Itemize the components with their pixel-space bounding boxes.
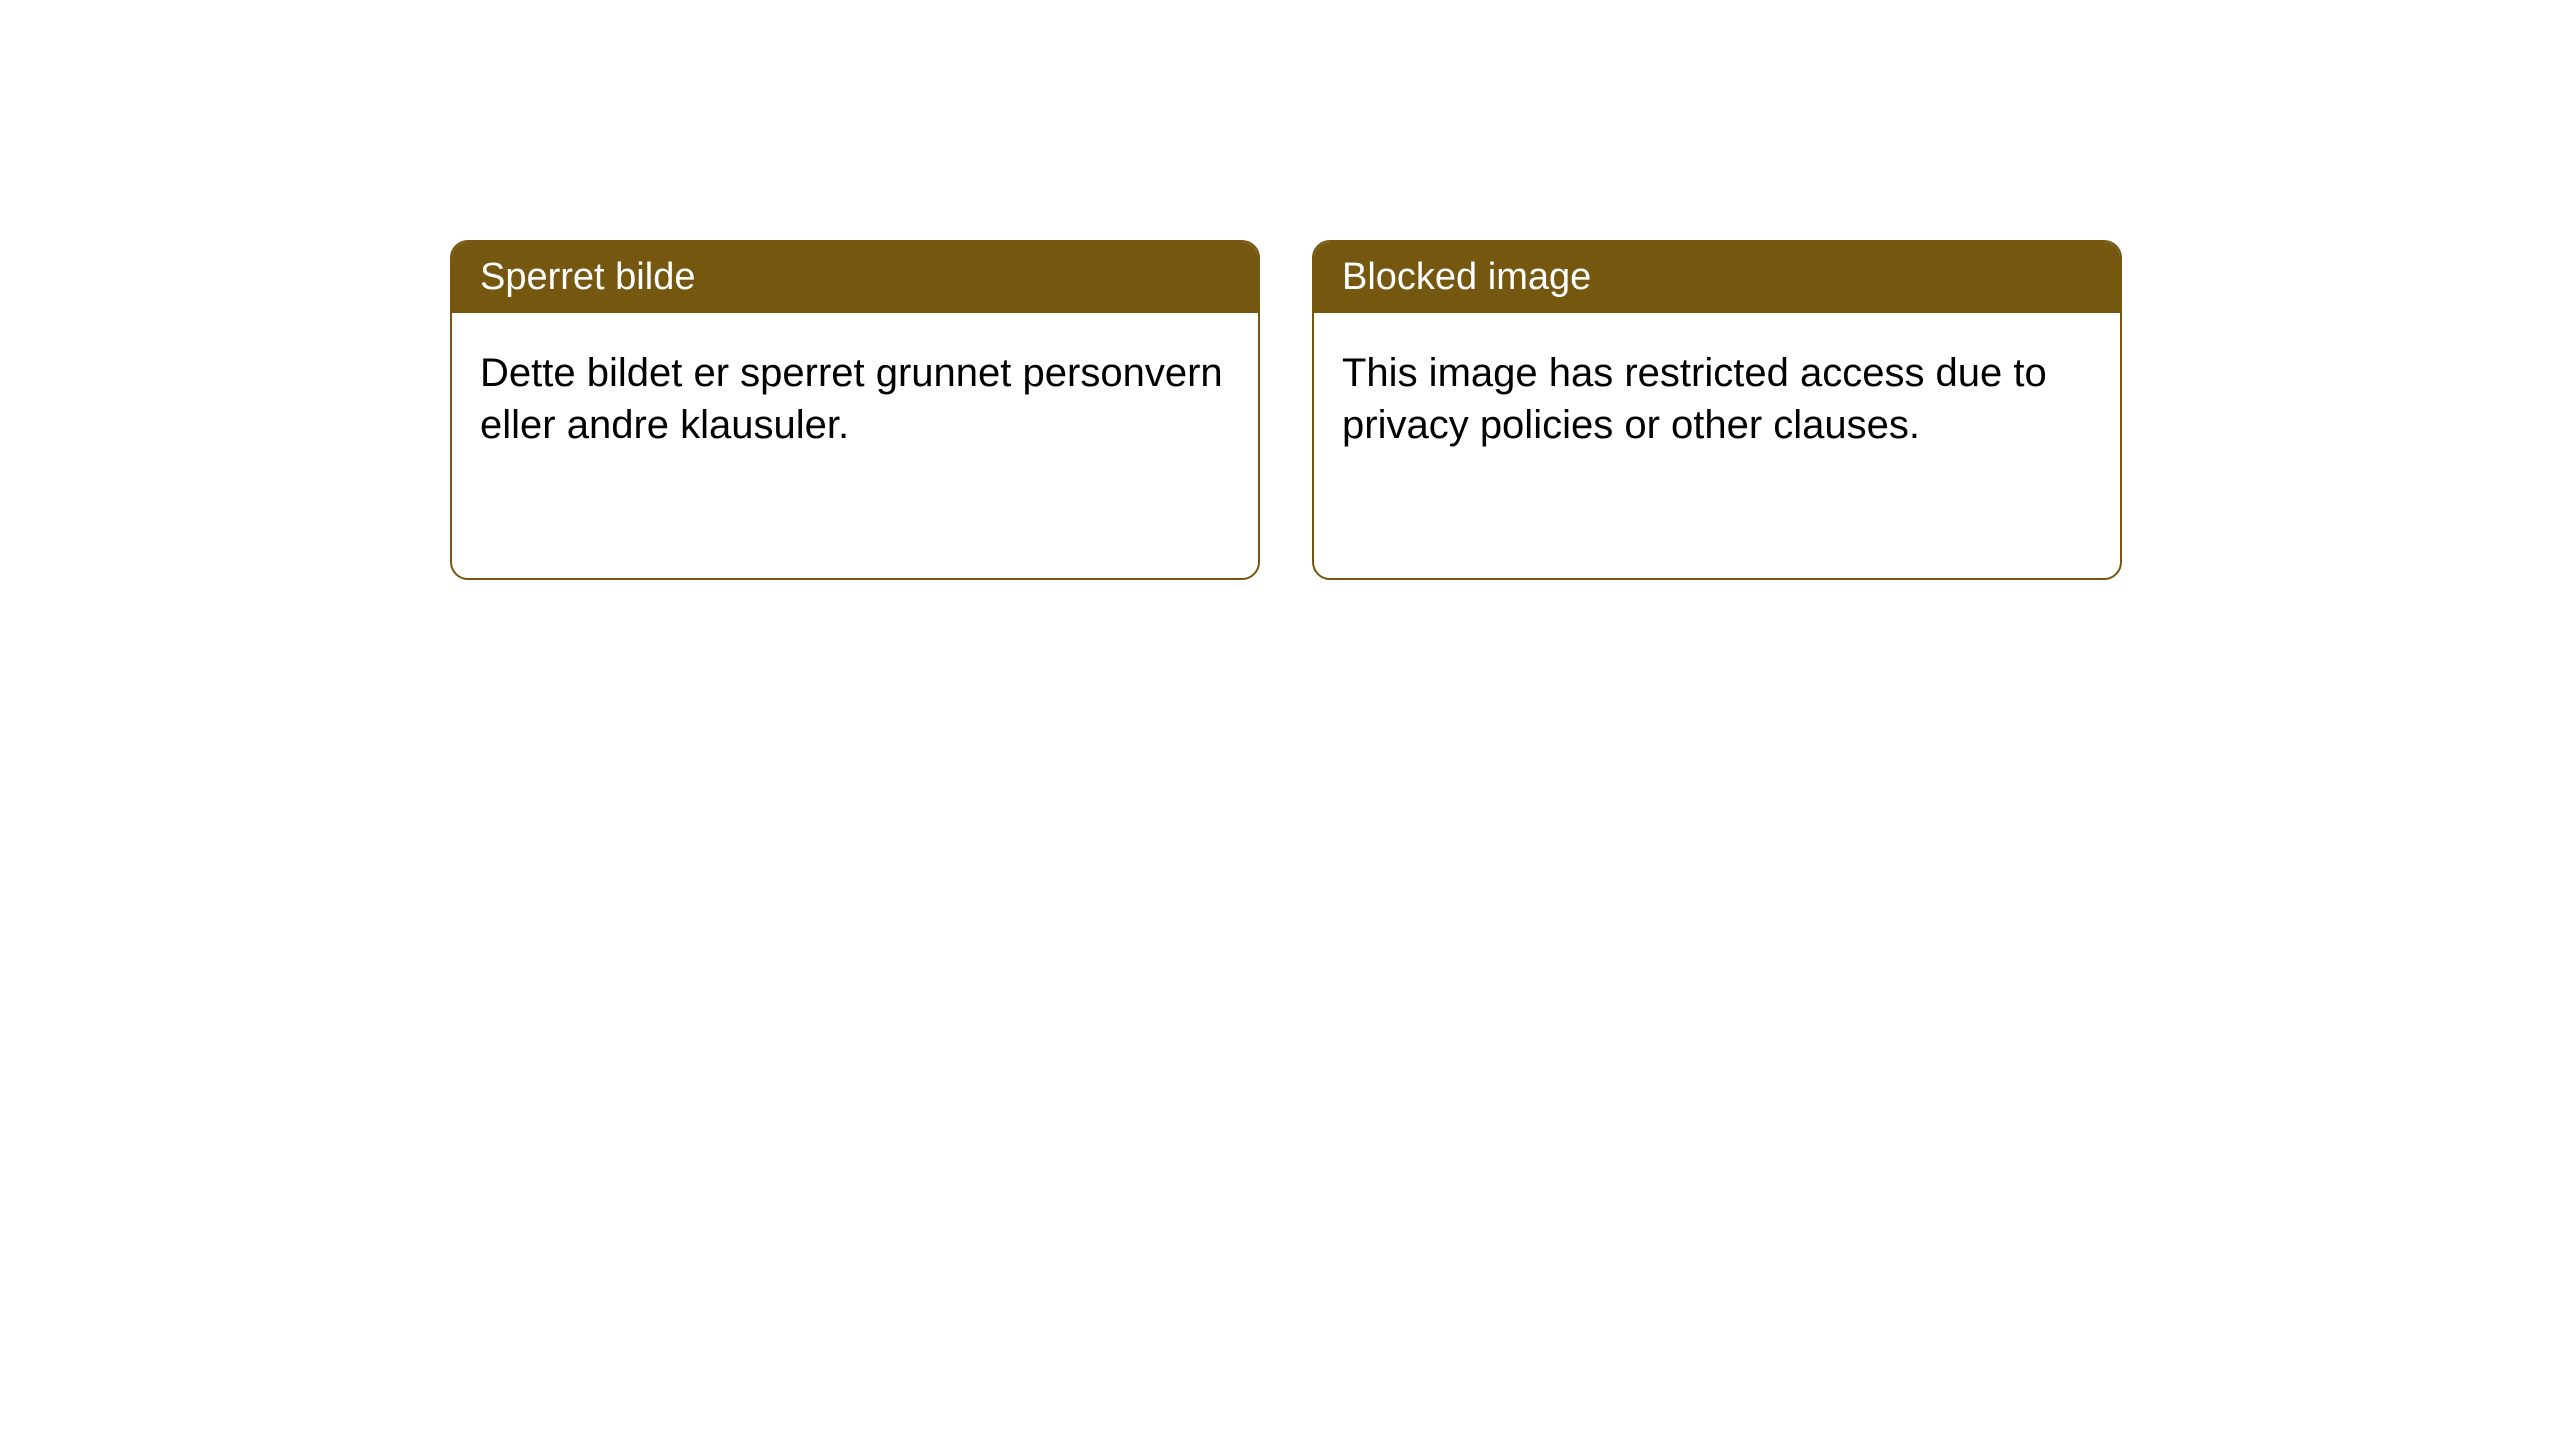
- card-body: Dette bildet er sperret grunnet personve…: [452, 313, 1258, 485]
- card-body-text: Dette bildet er sperret grunnet personve…: [480, 351, 1223, 447]
- card-body: This image has restricted access due to …: [1314, 313, 2120, 485]
- card-body-text: This image has restricted access due to …: [1342, 351, 2047, 447]
- card-header: Sperret bilde: [452, 242, 1258, 313]
- notice-cards-container: Sperret bilde Dette bildet er sperret gr…: [450, 240, 2560, 580]
- notice-card-en: Blocked image This image has restricted …: [1312, 240, 2122, 580]
- card-title: Blocked image: [1342, 256, 1591, 298]
- card-title: Sperret bilde: [480, 256, 695, 298]
- notice-card-no: Sperret bilde Dette bildet er sperret gr…: [450, 240, 1260, 580]
- card-header: Blocked image: [1314, 242, 2120, 313]
